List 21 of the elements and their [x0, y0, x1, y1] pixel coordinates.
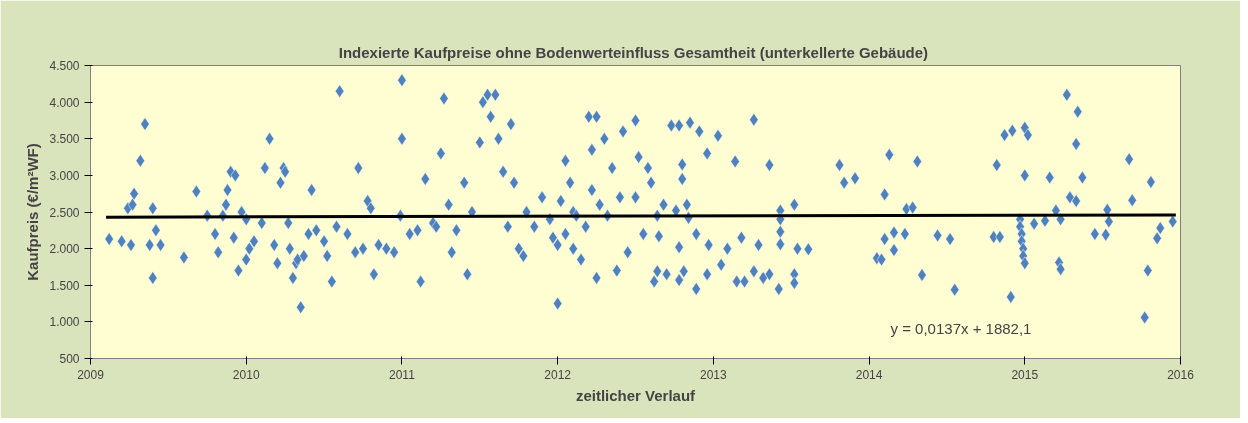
y-tick-label: 1.500: [49, 278, 80, 293]
y-axis-title: Kaufpreis (€/m²WF): [24, 143, 42, 281]
y-tick-label: 1.000: [49, 315, 80, 330]
y-tick-label: 3.500: [49, 132, 80, 147]
y-tick-label: 4.500: [49, 59, 80, 73]
chart-title: Indexierte Kaufpreise ohne Bodenwerteinfluss Gesamtheit (unterkellerte Gebäude): [338, 43, 929, 61]
x-tick-label: 2011: [389, 367, 416, 382]
x-tick-label: 2010: [232, 367, 260, 382]
y-tick-label: 2.500: [49, 205, 80, 220]
x-tick-label: 2015: [1011, 367, 1039, 382]
x-tick-label: 2009: [77, 367, 105, 382]
y-tick-label: 3.000: [49, 168, 80, 183]
x-axis-title: zeitlicher Verlauf: [575, 386, 697, 404]
x-tick-label: 2016: [1167, 367, 1195, 382]
x-tick-label: 2014: [855, 367, 883, 382]
x-tick-label: 2012: [544, 367, 572, 382]
annotation: y = 0,0137x + 1882,1: [890, 319, 1032, 337]
y-tick-label: 2.000: [49, 242, 80, 257]
x-tick-label: 2013: [700, 367, 728, 382]
y-tick-label: 500: [59, 352, 80, 366]
y-tick-label: 4.000: [49, 95, 80, 110]
